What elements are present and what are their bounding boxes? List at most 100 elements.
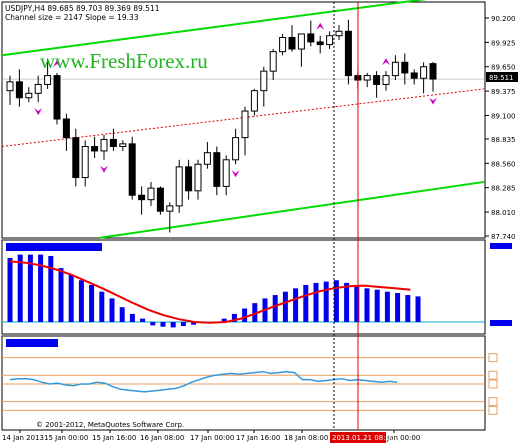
histogram-scale-tag [490,243,512,249]
histogram-bar [364,288,370,322]
histogram-bar [38,254,44,322]
time-tick-label: 15 Jan 00:00 [44,434,88,442]
fractal-down-arrow [34,108,43,116]
histogram-bar [333,280,339,322]
upper-channel-line [1,0,427,57]
fractal-up-arrow [382,58,390,66]
price-tick-label: 90.200 [491,15,516,23]
candle-body [185,166,193,192]
histogram-bar [68,274,74,322]
indicator-frame-2 [1,335,486,431]
fractal-up-arrow [316,22,325,30]
indicator-frame-1 [1,239,486,335]
time-tick-label: 16 Jan 08:00 [140,434,184,442]
price-tick-label: 89.925 [491,39,516,47]
candle-body [344,30,352,77]
candle-body [363,75,371,81]
histogram-bar [27,254,33,322]
current-price-label: 89.511 [489,74,514,82]
time-tick-label: 15 Jan 16:00 [92,434,136,442]
oscillator-level-tag [488,405,498,415]
price-tick-label: 88.010 [491,209,516,217]
histogram-bar [221,318,227,322]
candle-body [429,63,437,80]
oscillator-level-tag [488,370,498,380]
histogram-bar [395,293,401,322]
candle-body [269,51,277,72]
histogram-zero-tag [490,320,512,326]
candle-body [391,61,399,77]
histogram-bar [344,282,350,322]
candle-body [25,92,33,99]
candle-body [410,72,418,79]
candle-body [213,152,221,187]
histogram-bar [282,291,288,322]
watermark: www.FreshForex.ru [40,49,208,73]
histogram-bar [293,288,299,322]
candle-body [6,81,14,92]
oscillator-line [9,370,398,393]
candle-body [222,159,230,187]
oscillator-level-tag [488,353,498,363]
time-tick-label: 18 Jan 08:00 [284,434,328,442]
candle-body [401,61,409,74]
fractal-down-arrow [231,170,240,178]
candle-body [34,83,42,94]
oscillator-title-box [6,339,58,347]
main-chart-frame [1,1,486,239]
candle-body [138,194,146,201]
histogram-bar [160,322,166,327]
candle-body [232,137,240,161]
time-tick-label: 21 Jan 00:00 [376,434,420,442]
histogram-bar [109,298,115,322]
candle-body [44,75,52,85]
candle-body [109,138,117,147]
candle-body [119,143,127,147]
price-tick-label: 87.740 [491,233,516,241]
signal-line [9,260,411,324]
candle-body [373,75,381,85]
candle-body [288,36,296,50]
candle-body [194,163,202,192]
histogram-bar [354,284,360,322]
lower-channel-line [99,180,485,239]
price-tick-label: 89.375 [491,88,516,96]
candle-body [156,187,164,212]
histogram-bar [313,282,319,322]
histogram-bar [99,291,105,322]
symbol-info: USDJPY,H4 89.685 89.703 89.369 89.511 [5,4,160,13]
candle-body [260,70,268,92]
time-tick-label: 17 Jan 16:00 [236,434,280,442]
histogram-bar [180,322,186,327]
histogram-bar [140,318,146,322]
candle-body [382,75,390,85]
candle-body [72,137,80,179]
oscillator-level-tag [488,397,498,407]
histogram-bar [405,295,411,322]
price-tick-label: 89.100 [491,112,516,120]
time-tick-label: 14 Jan 2013 [2,434,44,442]
histogram-bar [48,255,54,322]
fractal-down-arrow [100,165,108,173]
price-tick-label: 89.650 [491,64,516,72]
candle-body [316,41,324,46]
histogram-bar [58,268,64,322]
candle-body [175,166,183,207]
candle-body [147,187,155,201]
histogram-bar [78,280,84,322]
candle-body [307,33,315,43]
candle-body [81,145,89,179]
cursor-time-label: 2013.01.21 08:00 [332,434,394,442]
histogram-bar [150,322,156,326]
time-tick-label: 17 Jan 00:00 [190,434,234,442]
current-price-tag [486,72,518,82]
candle-body [128,143,136,196]
histogram-bar [191,322,197,325]
candle-body [250,90,258,112]
candle-body [203,152,211,165]
histogram-bar [384,291,390,322]
candle-body [53,75,61,120]
candle-body [297,33,305,50]
